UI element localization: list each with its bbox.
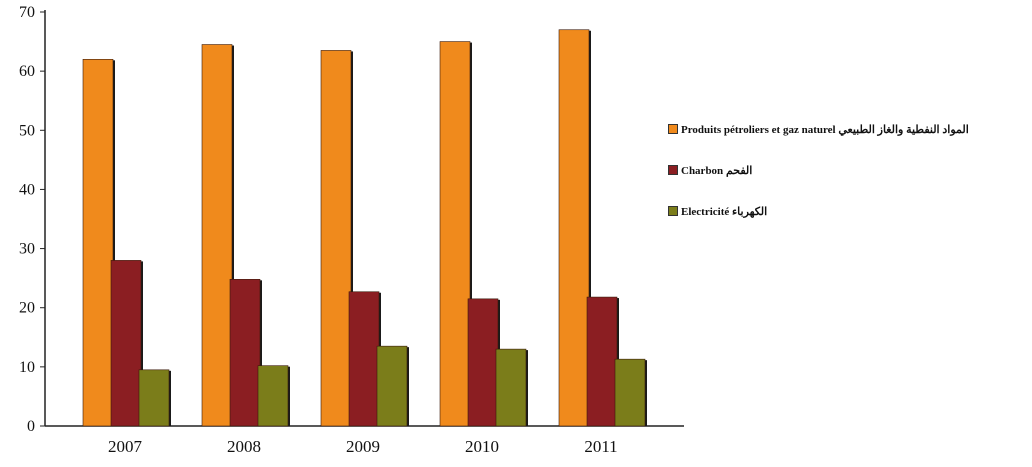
x-tick-label: 2009 xyxy=(346,437,380,456)
x-tick-label: 2011 xyxy=(584,437,617,456)
y-tick-label: 70 xyxy=(19,4,35,21)
y-tick-label: 40 xyxy=(19,181,35,198)
bar xyxy=(495,348,527,427)
legend-label: Electricité الكهرباء xyxy=(681,205,768,218)
legend-item: Electricité الكهرباء xyxy=(668,204,969,218)
bar xyxy=(110,260,142,427)
legend-swatch xyxy=(668,165,678,175)
x-tick-label: 2010 xyxy=(465,437,499,456)
legend-item: Charbon الفحم xyxy=(668,163,969,177)
bar xyxy=(201,44,233,427)
y-tick-label: 20 xyxy=(19,300,35,317)
bars xyxy=(82,29,647,427)
legend-label: Produits pétroliers et gaz naturel الموا… xyxy=(681,123,969,136)
bar xyxy=(586,296,618,427)
legend: Produits pétroliers et gaz naturel الموا… xyxy=(668,122,969,245)
bar xyxy=(257,365,289,427)
bar xyxy=(320,50,352,427)
bar xyxy=(348,291,380,427)
legend-label: Charbon الفحم xyxy=(681,164,753,177)
bar xyxy=(467,298,499,427)
legend-item: Produits pétroliers et gaz naturel الموا… xyxy=(668,122,969,136)
bar xyxy=(229,279,261,427)
legend-swatch xyxy=(668,206,678,216)
y-tick-label: 50 xyxy=(19,122,35,139)
y-tick-label: 30 xyxy=(19,241,35,258)
y-tick-label: 60 xyxy=(19,63,35,80)
x-tick-label: 2008 xyxy=(227,437,261,456)
x-tick-label: 2007 xyxy=(108,437,143,456)
bar xyxy=(614,358,646,427)
bar xyxy=(82,59,114,427)
bar xyxy=(558,29,590,427)
bar xyxy=(439,41,471,427)
bar xyxy=(138,369,170,427)
bar xyxy=(376,345,408,427)
y-tick-label: 10 xyxy=(19,359,35,376)
tick-labels: 0 10 20 30 40 50 60 70 2007 2008 2009 2010 2011 xyxy=(19,4,618,456)
legend-swatch xyxy=(668,124,678,134)
y-tick-label: 0 xyxy=(27,418,35,435)
